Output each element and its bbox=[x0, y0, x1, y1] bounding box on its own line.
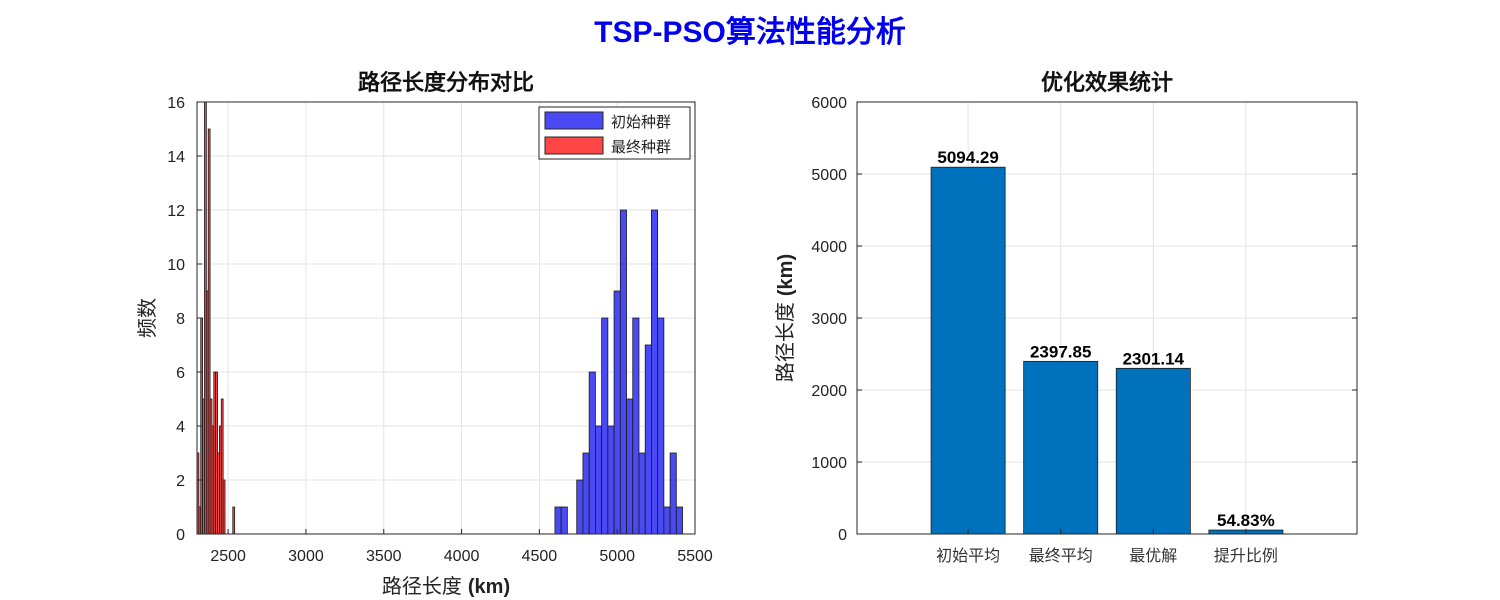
bar-chart-title: 优化效果统计 bbox=[1041, 70, 1173, 96]
histogram-title: 路径长度分布对比 bbox=[358, 70, 534, 96]
bar-chart: 优化效果统计 0 1000 2000 3000 4000 5000 6000 初始平均 最终平均… bbox=[773, 70, 1358, 565]
histogram-bar-initial bbox=[554, 506, 562, 535]
histogram-bar-initial bbox=[588, 371, 596, 535]
bar-chart-y-axis-label: 路径长度 (km) bbox=[773, 254, 797, 382]
histogram-bar-final bbox=[232, 506, 236, 535]
histogram-x-tick-label: 5500 bbox=[677, 548, 713, 565]
histogram-x-label-unit: (km) bbox=[468, 576, 510, 598]
histogram-bar-initial bbox=[638, 452, 646, 535]
histogram-y-tick-label: 16 bbox=[167, 95, 185, 112]
histogram-x-tick-label: 5000 bbox=[599, 548, 635, 565]
histogram-y-tick-label: 6 bbox=[176, 365, 185, 382]
histogram-x-axis-label: 路径长度 (km) bbox=[382, 574, 510, 598]
histogram-legend: 初始种群 最终种群 bbox=[538, 106, 691, 160]
histogram-y-tick-label: 14 bbox=[167, 149, 185, 166]
bar-chart-y-label-text: 路径长度 bbox=[773, 302, 797, 382]
histogram-y-tick-label: 12 bbox=[167, 203, 185, 220]
histogram-bar-initial bbox=[632, 317, 640, 535]
histogram-bar-initial bbox=[675, 506, 683, 535]
histogram-bar-initial bbox=[626, 398, 634, 535]
histogram-bar-initial bbox=[663, 506, 671, 535]
bar-chart-ticks: 0 1000 2000 3000 4000 5000 6000 初始平均 最终平均 最优解 提升比例 bbox=[811, 95, 1357, 565]
legend-label-final: 最终种群 bbox=[611, 138, 671, 156]
bar-chart-data-label: 2301.14 bbox=[1123, 349, 1185, 368]
histogram-bar-initial bbox=[601, 317, 609, 535]
bar-chart-y-tick-label: 3000 bbox=[811, 311, 847, 328]
histogram-y-tick-label: 4 bbox=[176, 419, 185, 436]
histogram-ticks: 2500 3000 3500 4000 4500 5000 5500 0 2 4 6 8 10 12 14 1… bbox=[167, 95, 713, 565]
bar-chart-category-label: 最优解 bbox=[1129, 546, 1177, 565]
bar-chart-y-tick-label: 5000 bbox=[811, 167, 847, 184]
bar-chart-data-label: 54.83% bbox=[1217, 511, 1275, 530]
histogram-bar-initial bbox=[595, 425, 603, 535]
bar-chart-category-label: 初始平均 bbox=[936, 546, 1000, 565]
bar-chart-bar bbox=[1115, 367, 1191, 535]
bar-chart-y-tick-label: 0 bbox=[838, 527, 847, 544]
histogram-bar-initial bbox=[607, 425, 615, 535]
histogram-bar-initial bbox=[619, 209, 627, 535]
histogram-x-tick-label: 4000 bbox=[444, 548, 480, 565]
histogram-bar-initial bbox=[657, 317, 665, 535]
histogram-x-tick-label: 4500 bbox=[522, 548, 558, 565]
histogram-y-tick-label: 0 bbox=[176, 527, 185, 544]
histogram-bar-initial bbox=[651, 209, 659, 535]
histogram-bar-initial bbox=[576, 479, 584, 535]
histogram-bar-initial bbox=[582, 452, 590, 535]
bar-chart-y-tick-label: 6000 bbox=[811, 95, 847, 112]
bar-chart-data-label: 2397.85 bbox=[1030, 342, 1091, 361]
histogram-y-tick-label: 10 bbox=[167, 257, 185, 274]
bar-chart-y-label-unit: (km) bbox=[775, 254, 797, 296]
histogram-y-tick-label: 8 bbox=[176, 311, 185, 328]
bar-chart-category-label: 最终平均 bbox=[1029, 546, 1093, 565]
bar-chart-y-tick-label: 4000 bbox=[811, 239, 847, 256]
bar-chart-bar bbox=[930, 166, 1006, 535]
bar-chart-data-label: 5094.29 bbox=[937, 148, 998, 167]
legend-swatch-initial bbox=[544, 111, 604, 130]
histogram-chart: 路径长度分布对比 2500 3000 3500 4000 4500 5000 5500 0 2 4… bbox=[135, 70, 713, 598]
histogram-x-label-text: 路径长度 bbox=[382, 574, 462, 598]
legend-swatch-final bbox=[544, 136, 604, 155]
bar-chart-y-tick-label: 2000 bbox=[811, 383, 847, 400]
bar-chart-bar bbox=[1023, 360, 1099, 535]
bar-chart-category-label: 提升比例 bbox=[1214, 546, 1278, 565]
figure-title: TSP-PSO算法性能分析 bbox=[594, 15, 906, 49]
histogram-bar-initial bbox=[613, 290, 621, 535]
bar-chart-bars bbox=[930, 166, 1284, 535]
histogram-bar-initial bbox=[560, 506, 568, 535]
histogram-bar-initial bbox=[644, 344, 652, 535]
legend-label-initial: 初始种群 bbox=[611, 113, 671, 131]
histogram-x-tick-label: 3500 bbox=[366, 548, 402, 565]
bar-chart-y-tick-label: 1000 bbox=[811, 455, 847, 472]
histogram-y-tick-label: 2 bbox=[176, 473, 185, 490]
histogram-x-tick-label: 2500 bbox=[210, 548, 246, 565]
histogram-x-tick-label: 3000 bbox=[288, 548, 324, 565]
histogram-y-axis-label: 频数 bbox=[135, 298, 159, 338]
histogram-bar-initial bbox=[669, 452, 677, 535]
bar-chart-data-labels: 5094.29 2397.85 2301.14 54.83% bbox=[937, 148, 1274, 530]
histogram-bar-final bbox=[222, 479, 226, 535]
